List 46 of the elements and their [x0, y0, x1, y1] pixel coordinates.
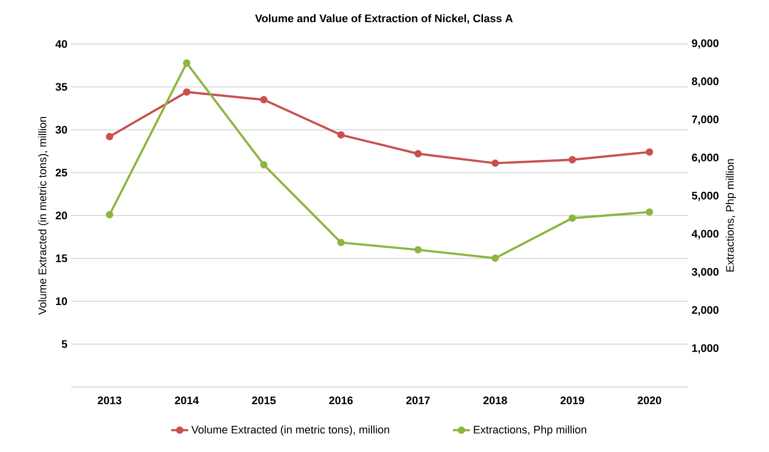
y-tick-label: 40	[55, 40, 68, 48]
x-tick-label: 2014	[174, 396, 199, 404]
y-tick-label: 25	[56, 168, 68, 176]
point	[337, 131, 345, 139]
x-tick-label: 2013	[98, 396, 122, 404]
x-tick-label: 2018	[483, 396, 508, 404]
legend-label: Volume Extracted (in metric tons), million	[191, 425, 390, 436]
y-tick-label: 20	[56, 212, 68, 220]
y2-tick-label: 4,000	[692, 230, 718, 240]
chart-title: Volume and Value of Extraction of Nickel, Class A	[255, 14, 513, 24]
x-tick-label: 2020	[638, 396, 662, 404]
y2-tick-label: 2,000	[692, 306, 718, 316]
point	[414, 150, 422, 158]
x-tick-label: 2015	[252, 396, 276, 404]
y2-axis-title: Extractions, Php million	[726, 159, 736, 272]
y2-tick-label: 5,000	[692, 192, 718, 202]
x-tick-label: 2019	[560, 396, 584, 404]
point	[568, 214, 576, 222]
x-tick-label: 2016	[329, 396, 353, 404]
y2-tick-label: 1,000	[692, 344, 718, 354]
point	[568, 156, 576, 164]
y2-tick-label: 6,000	[692, 154, 718, 163]
point	[106, 211, 114, 218]
y-tick-label: 30	[56, 126, 68, 134]
point	[260, 96, 268, 104]
point	[106, 132, 114, 140]
point	[260, 161, 268, 168]
point	[646, 148, 654, 156]
point	[492, 254, 499, 262]
point	[337, 238, 345, 246]
x-tick-label: 2017	[406, 396, 430, 404]
y-axis-title: Volume Extracted (in metric tons), million	[38, 116, 48, 315]
y-tick-label: 5	[62, 340, 68, 348]
legend-label: Extractions, Php million	[474, 425, 586, 436]
y2-tick-label: 8,000	[692, 77, 718, 87]
y-tick-label: 35	[56, 82, 68, 91]
y2-tick-label: 9,000	[692, 39, 718, 49]
y-tick-label: 10	[56, 297, 68, 306]
y2-tick-label: 7,000	[692, 116, 718, 125]
point	[414, 246, 422, 254]
point	[646, 208, 654, 216]
point	[183, 59, 190, 67]
y2-tick-label: 3,000	[692, 268, 718, 278]
point	[492, 159, 499, 167]
y-tick-label: 15	[56, 254, 68, 262]
point	[183, 88, 190, 96]
